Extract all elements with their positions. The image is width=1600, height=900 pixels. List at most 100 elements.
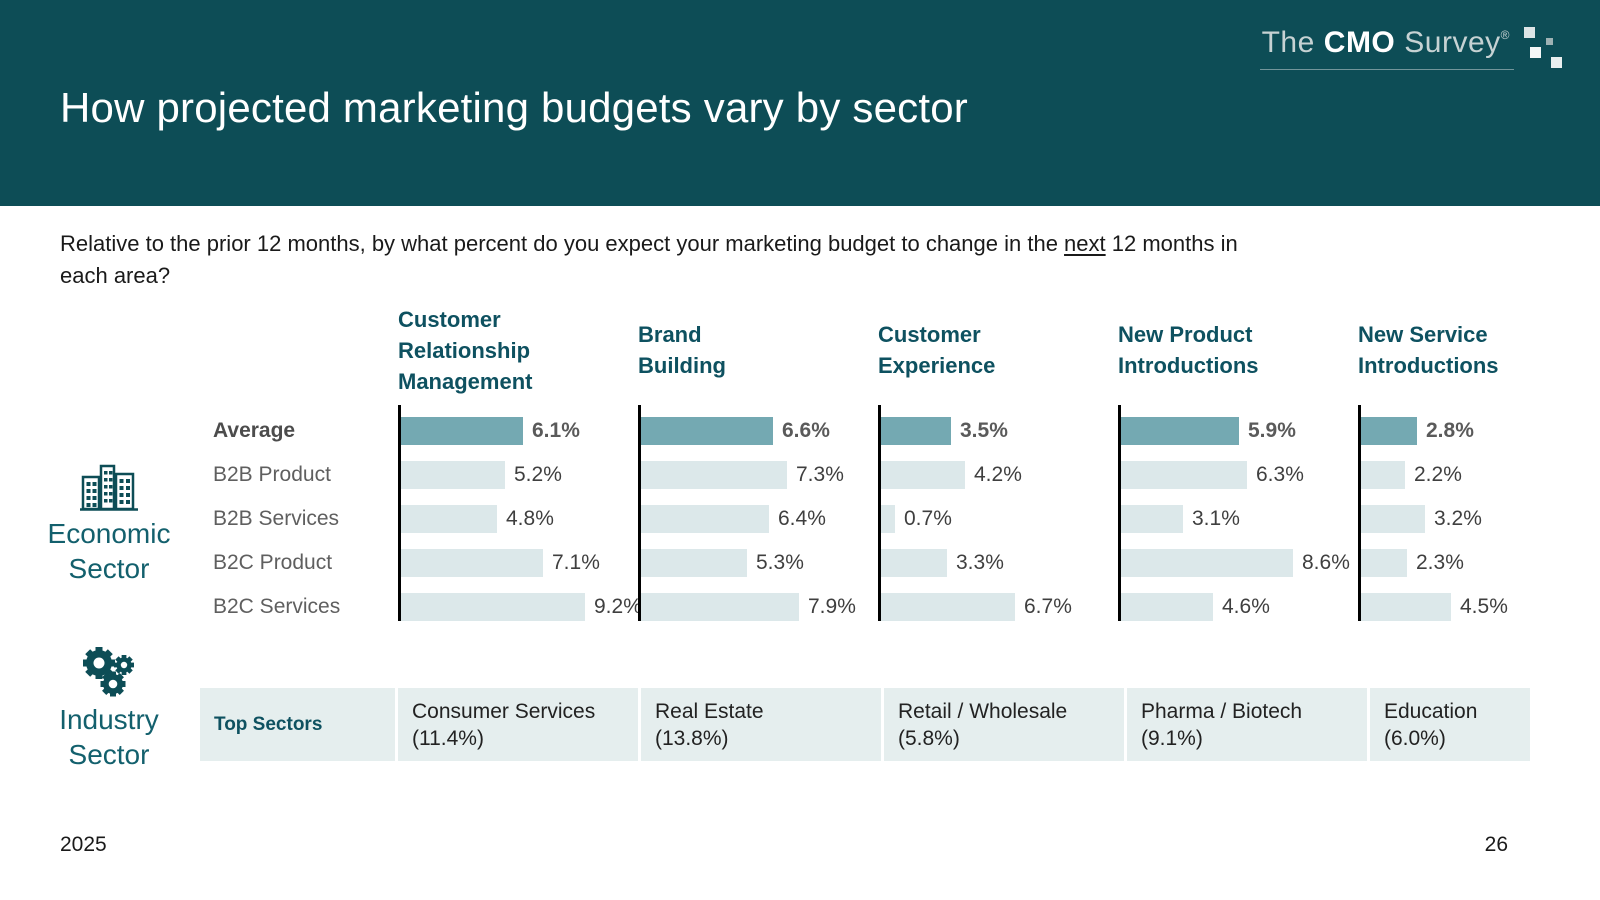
bar — [1121, 549, 1293, 577]
footer-year: 2025 — [60, 833, 107, 856]
bar-value: 6.6% — [782, 419, 830, 442]
column-header-line: New Product — [1118, 322, 1253, 347]
sector-name: Consumer Services — [412, 699, 596, 723]
bar-value: 3.1% — [1192, 507, 1240, 530]
logo-square — [1551, 57, 1562, 68]
sector-name: Education — [1384, 699, 1478, 723]
bar-row: 4.2% — [881, 461, 1118, 489]
bar — [1361, 549, 1407, 577]
bar-row: 0.7% — [881, 505, 1118, 533]
top-sectors-table: Top Sectors Consumer Services (11.4%) Real … — [200, 688, 1530, 761]
bar-value: 9.2% — [594, 595, 642, 618]
bar-row: 2.2% — [1361, 461, 1553, 489]
column-header-line: Building — [638, 353, 726, 378]
bar — [641, 549, 747, 577]
bar-value: 2.8% — [1426, 419, 1474, 442]
bar-value: 3.5% — [960, 419, 1008, 442]
bar-row: 5.9% — [1121, 417, 1358, 445]
bar-value: 5.9% — [1248, 419, 1296, 442]
chart-rows: 6.1% 5.2% 4.8% 7.1% 9.2% — [398, 405, 642, 621]
bar-row: 5.2% — [401, 461, 638, 489]
bar-row: 7.9% — [641, 593, 878, 621]
bar — [881, 549, 947, 577]
bar-row: 6.3% — [1121, 461, 1358, 489]
logo-survey: Survey — [1404, 26, 1501, 59]
bar-row: 2.8% — [1361, 417, 1553, 445]
bar-value: 6.4% — [778, 507, 826, 530]
bar-value: 3.2% — [1434, 507, 1482, 530]
column-header: Customer Experience — [878, 295, 1118, 405]
bar-value: 6.1% — [532, 419, 580, 442]
bar-row: 7.3% — [641, 461, 878, 489]
bar-value: 5.2% — [514, 463, 562, 486]
top-sector-cell: Education (6.0%) — [1370, 688, 1530, 761]
bar-value: 7.9% — [808, 595, 856, 618]
bar-value: 2.2% — [1414, 463, 1462, 486]
bar — [881, 593, 1015, 621]
bar-row: 2.3% — [1361, 549, 1553, 577]
survey-question: Relative to the prior 12 months, by what… — [60, 228, 1520, 292]
sector-name: Real Estate — [655, 699, 764, 723]
bar — [1121, 417, 1239, 445]
column-header-line: Customer — [398, 306, 501, 332]
bar — [1121, 461, 1247, 489]
bar-value: 2.3% — [1416, 551, 1464, 574]
logo-square — [1524, 27, 1535, 38]
bar — [401, 593, 585, 621]
chart-column: Brand Building 6.6% 7.3% 6.4% 5.3% 7.9% — [638, 295, 878, 621]
column-header-line: Brand — [638, 322, 702, 347]
sector-value: (11.4%) — [412, 726, 484, 750]
bar — [401, 549, 543, 577]
row-label: B2B Services — [213, 507, 340, 530]
bar-row: 3.5% — [881, 417, 1118, 445]
sector-name: Pharma / Biotech — [1141, 699, 1303, 723]
bar-value: 3.3% — [956, 551, 1004, 574]
logo-square — [1530, 47, 1541, 58]
column-header: Brand Building — [638, 295, 878, 405]
column-header-line: Customer — [878, 322, 981, 347]
economic-sector-group: Economic Sector — [34, 462, 184, 586]
bar-value: 4.2% — [974, 463, 1022, 486]
bar-row: 6.6% — [641, 417, 878, 445]
bar — [1361, 417, 1417, 445]
bar-value: 6.3% — [1256, 463, 1304, 486]
bar-row: 5.3% — [641, 549, 878, 577]
bar — [401, 505, 497, 533]
column-header: Customer Relationship Management — [398, 295, 638, 405]
row-label: B2C Product — [213, 551, 333, 574]
chart-rows: 2.8% 2.2% 3.2% 2.3% 4.5% — [1358, 405, 1553, 621]
logo-squares-icon — [1522, 26, 1568, 74]
chart-rows: 3.5% 4.2% 0.7% 3.3% 6.7% — [878, 405, 1118, 621]
bar — [1361, 593, 1451, 621]
bar-value: 4.6% — [1222, 595, 1270, 618]
gears-icon — [83, 647, 134, 697]
chart-rows: 5.9% 6.3% 3.1% 8.6% 4.6% — [1118, 405, 1358, 621]
sector-value: (9.1%) — [1141, 726, 1203, 750]
top-sectors-label: Top Sectors — [200, 688, 395, 761]
bar-value: 4.5% — [1460, 595, 1508, 618]
bar-row: 8.6% — [1121, 549, 1358, 577]
column-header-line: Experience — [878, 353, 996, 378]
bar — [401, 417, 523, 445]
question-underlined-word: next — [1064, 231, 1106, 256]
logo-text: The CMO Survey® — [1259, 26, 1514, 70]
sector-value: (6.0%) — [1384, 726, 1446, 750]
top-sector-cell: Real Estate (13.8%) — [641, 688, 881, 761]
top-sector-cell: Consumer Services (11.4%) — [398, 688, 638, 761]
row-label: Average — [213, 419, 296, 442]
bar — [641, 461, 787, 489]
bar — [881, 505, 895, 533]
chart-column: New Service Introductions 2.8% 2.2% 3.2% 2.3%… — [1358, 295, 1553, 621]
bar-row: 4.5% — [1361, 593, 1553, 621]
row-labels-column: Average B2B Product B2B Services B2C Produc… — [200, 295, 398, 621]
bar-value: 5.3% — [756, 551, 804, 574]
logo-cmo: CMO — [1323, 26, 1396, 59]
bar-value: 6.7% — [1024, 595, 1072, 618]
bar — [641, 417, 773, 445]
bar-row: 3.1% — [1121, 505, 1358, 533]
bar-row: 4.6% — [1121, 593, 1358, 621]
registered-mark: ® — [1500, 28, 1510, 42]
column-header-line: New Service — [1358, 322, 1488, 347]
bar — [1121, 593, 1213, 621]
